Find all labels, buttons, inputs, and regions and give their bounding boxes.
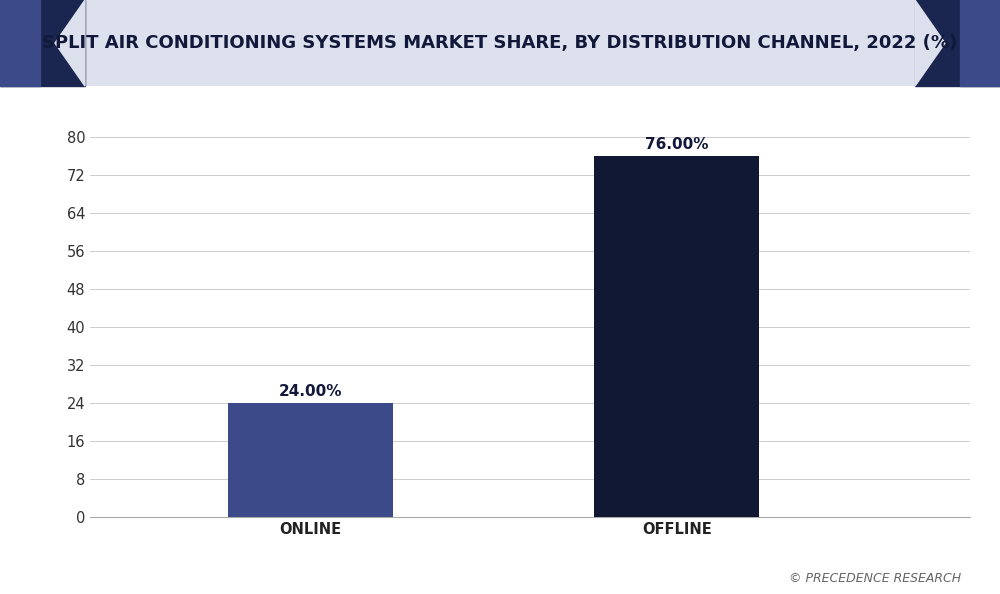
Polygon shape <box>915 0 945 86</box>
Bar <box>594 156 759 517</box>
Text: 24.00%: 24.00% <box>278 384 342 399</box>
Polygon shape <box>55 0 85 86</box>
Text: 76.00%: 76.00% <box>645 137 708 152</box>
Bar <box>0 0 85 86</box>
Bar <box>228 403 392 517</box>
Bar <box>915 0 1000 86</box>
Text: SPLIT AIR CONDITIONING SYSTEMS MARKET SHARE, BY DISTRIBUTION CHANNEL, 2022 (%): SPLIT AIR CONDITIONING SYSTEMS MARKET SH… <box>42 34 958 52</box>
Text: © PRECEDENCE RESEARCH: © PRECEDENCE RESEARCH <box>789 573 961 586</box>
Polygon shape <box>0 0 40 86</box>
Polygon shape <box>960 0 1000 86</box>
